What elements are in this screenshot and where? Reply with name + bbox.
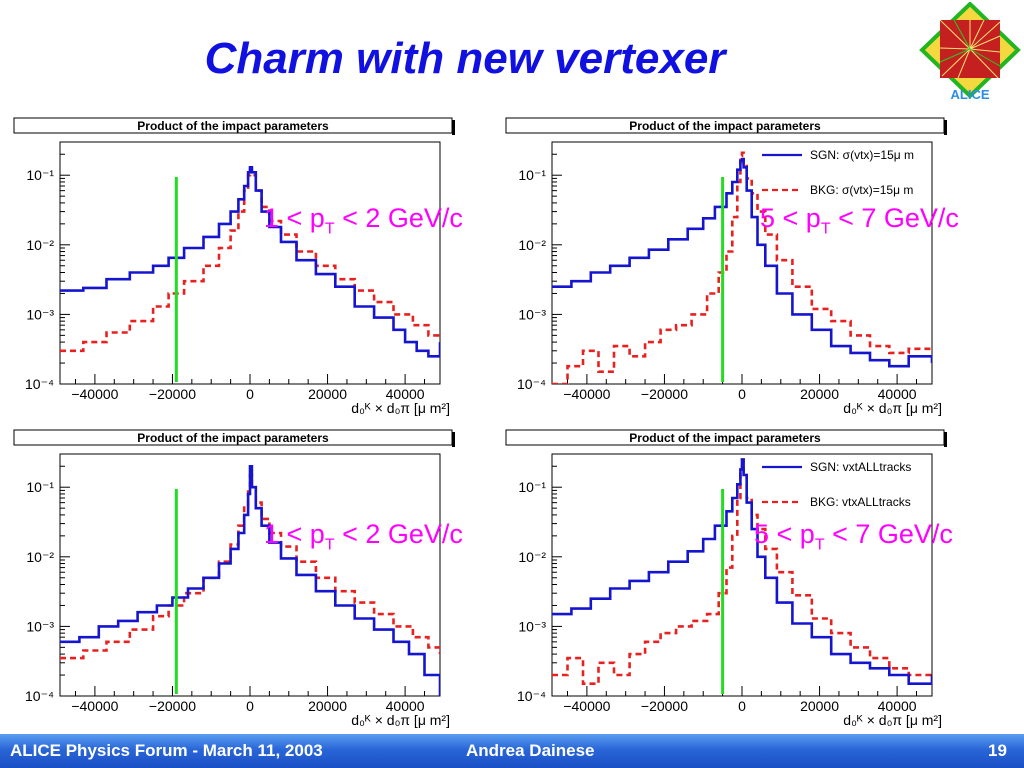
x-tick-label: 20000 bbox=[308, 698, 347, 714]
chart-title: Product of the impact parameters bbox=[137, 119, 329, 133]
x-tick-label: −20000 bbox=[149, 698, 196, 714]
x-tick-label: −40000 bbox=[71, 698, 118, 714]
x-tick-label: 40000 bbox=[386, 698, 425, 714]
x-tick-label: −40000 bbox=[563, 698, 610, 714]
footer-page-number: 19 bbox=[988, 741, 1007, 760]
x-tick-label: 40000 bbox=[878, 698, 917, 714]
legend-label: SGN: vxtALLtracks bbox=[810, 460, 911, 474]
y-tick-label: 10⁻⁴ bbox=[25, 688, 54, 704]
slide-title: Charm with new vertexer bbox=[204, 34, 726, 83]
pt-label-top-left: 1 < pT < 2 GeV/c bbox=[264, 203, 463, 238]
y-tick-label: 10⁻⁴ bbox=[517, 688, 546, 704]
x-tick-label: 40000 bbox=[878, 386, 917, 402]
chart-title-shadow bbox=[452, 432, 455, 447]
x-tick-label: −40000 bbox=[71, 386, 118, 402]
y-tick-label: 10⁻³ bbox=[518, 618, 546, 634]
y-tick-label: 10⁻² bbox=[518, 237, 546, 253]
plot-frame bbox=[551, 453, 933, 697]
signal-series-line bbox=[552, 458, 932, 685]
pt-label-bottom-left: 1 < pT < 2 GeV/c bbox=[264, 519, 463, 554]
chart-title-shadow bbox=[944, 432, 947, 447]
y-tick-label: 10⁻³ bbox=[26, 618, 54, 634]
footer-bar: ALICE Physics Forum - March 11, 2003 And… bbox=[0, 734, 1024, 768]
x-tick-label: 20000 bbox=[800, 698, 839, 714]
y-tick-label: 10⁻³ bbox=[518, 306, 546, 322]
plot-frame bbox=[59, 141, 441, 385]
y-tick-label: 10⁻² bbox=[518, 549, 546, 565]
x-axis-label: d₀ᴷ × d₀π [μ m²] bbox=[351, 712, 450, 728]
y-tick-label: 10⁻⁴ bbox=[517, 376, 546, 392]
y-tick-label: 10⁻⁴ bbox=[25, 376, 54, 392]
x-axis-label: d₀ᴷ × d₀π [μ m²] bbox=[843, 712, 942, 728]
legend-label: SGN: σ(vtx)=15μ m bbox=[810, 148, 914, 162]
footer-conference: ALICE Physics Forum - March 11, 2003 bbox=[10, 741, 323, 760]
pt-label-bottom-right: 5 < pT < 7 GeV/c bbox=[754, 519, 953, 554]
panel-bottom-right: Product of the impact parameters 10⁻⁴ 10⁻³… bbox=[500, 424, 990, 729]
x-tick-label: −40000 bbox=[563, 386, 610, 402]
x-tick-label: 0 bbox=[246, 386, 254, 402]
signal-series-line bbox=[60, 465, 440, 696]
legend-label: BKG: σ(vtx)=15μ m bbox=[810, 183, 913, 197]
y-tick-label: 10⁻¹ bbox=[518, 167, 546, 183]
y-tick-label: 10⁻³ bbox=[26, 306, 54, 322]
background-series-line bbox=[60, 168, 440, 353]
x-tick-label: −20000 bbox=[641, 698, 688, 714]
footer-author: Andrea Dainese bbox=[466, 741, 595, 760]
y-tick-label: 10⁻¹ bbox=[518, 479, 546, 495]
chart-title-shadow bbox=[944, 120, 947, 135]
y-tick-label: 10⁻² bbox=[26, 549, 54, 565]
y-tick-label: 10⁻¹ bbox=[26, 167, 54, 183]
background-series-line bbox=[552, 458, 932, 685]
x-tick-label: 0 bbox=[738, 386, 746, 402]
x-tick-label: 20000 bbox=[308, 386, 347, 402]
chart-svg: Product of the impact parameters 10⁻⁴ 10⁻³… bbox=[505, 429, 947, 728]
chart-svg: Product of the impact parameters 10⁻⁴ 10⁻³… bbox=[13, 429, 455, 728]
x-tick-label: −20000 bbox=[149, 386, 196, 402]
chart-title: Product of the impact parameters bbox=[137, 431, 329, 445]
plot-frame bbox=[551, 141, 933, 385]
x-tick-label: 20000 bbox=[800, 386, 839, 402]
signal-series-line bbox=[60, 166, 440, 358]
background-series-line bbox=[552, 151, 932, 384]
alice-logo: ALICE bbox=[919, 2, 1021, 100]
signal-series-line bbox=[552, 157, 932, 368]
chart-title: Product of the impact parameters bbox=[629, 431, 821, 445]
logo-text: ALICE bbox=[951, 87, 990, 100]
panel-top-left: Product of the impact parameters 10⁻⁴ 10⁻³… bbox=[8, 112, 498, 417]
chart-svg: Product of the impact parameters 10⁻⁴ 10⁻³… bbox=[13, 117, 455, 416]
chart-title-shadow bbox=[452, 120, 455, 135]
x-axis-label: d₀ᴷ × d₀π [μ m²] bbox=[843, 400, 942, 416]
panel-bottom-left: Product of the impact parameters 10⁻⁴ 10⁻³… bbox=[8, 424, 498, 729]
pt-label-top-right: 5 < pT < 7 GeV/c bbox=[760, 203, 959, 238]
chart-title: Product of the impact parameters bbox=[629, 119, 821, 133]
chart-svg: Product of the impact parameters 10⁻⁴ 10⁻³… bbox=[505, 117, 947, 416]
legend-label: BKG: vtxALLtracks bbox=[810, 495, 911, 509]
y-tick-label: 10⁻² bbox=[26, 237, 54, 253]
x-tick-label: 0 bbox=[738, 698, 746, 714]
x-tick-label: 40000 bbox=[386, 386, 425, 402]
x-tick-label: −20000 bbox=[641, 386, 688, 402]
y-tick-label: 10⁻¹ bbox=[26, 479, 54, 495]
x-tick-label: 0 bbox=[246, 698, 254, 714]
x-axis-label: d₀ᴷ × d₀π [μ m²] bbox=[351, 400, 450, 416]
panel-top-right: Product of the impact parameters 10⁻⁴ 10⁻³… bbox=[500, 112, 990, 417]
